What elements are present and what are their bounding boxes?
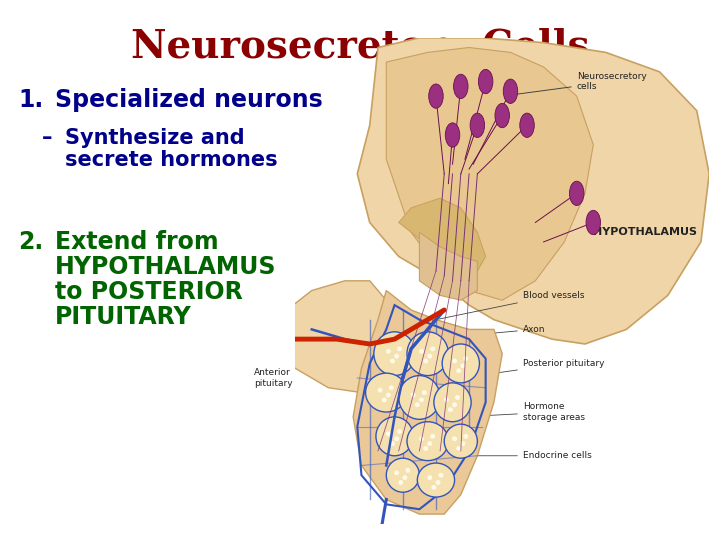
Ellipse shape [460, 363, 465, 368]
Ellipse shape [463, 434, 468, 438]
Ellipse shape [382, 397, 387, 402]
Ellipse shape [452, 436, 457, 441]
Ellipse shape [430, 347, 435, 352]
Text: Extend from: Extend from [55, 230, 219, 254]
Ellipse shape [399, 376, 440, 419]
Text: Neurosecretory Cells: Neurosecretory Cells [131, 28, 589, 66]
Ellipse shape [402, 475, 408, 480]
Polygon shape [262, 281, 395, 393]
Text: secrete hormones: secrete hormones [65, 150, 278, 170]
Ellipse shape [394, 436, 399, 441]
Ellipse shape [456, 368, 462, 373]
Text: Specialized neurons: Specialized neurons [55, 88, 323, 112]
Text: Anterior
pituitary: Anterior pituitary [253, 368, 292, 388]
Ellipse shape [586, 211, 600, 234]
Ellipse shape [436, 480, 441, 485]
Polygon shape [419, 232, 477, 300]
Ellipse shape [570, 181, 584, 205]
Text: PITUITARY: PITUITARY [55, 305, 192, 329]
Ellipse shape [430, 434, 435, 438]
Ellipse shape [445, 123, 460, 147]
Ellipse shape [495, 104, 510, 128]
Ellipse shape [452, 402, 457, 407]
Ellipse shape [456, 446, 462, 451]
Text: Hormone
storage areas: Hormone storage areas [464, 402, 585, 422]
Ellipse shape [460, 441, 465, 446]
Ellipse shape [366, 373, 407, 412]
Ellipse shape [377, 388, 382, 393]
Ellipse shape [394, 470, 399, 475]
Text: Synthesize and: Synthesize and [65, 128, 245, 148]
Ellipse shape [390, 359, 395, 363]
Ellipse shape [398, 480, 403, 485]
Ellipse shape [419, 349, 424, 354]
Ellipse shape [455, 395, 460, 400]
Ellipse shape [520, 113, 534, 137]
Ellipse shape [470, 113, 485, 137]
Ellipse shape [405, 468, 410, 473]
Ellipse shape [454, 74, 468, 98]
Ellipse shape [427, 475, 432, 480]
Ellipse shape [419, 436, 424, 441]
Ellipse shape [478, 69, 493, 93]
Ellipse shape [503, 79, 518, 103]
Ellipse shape [407, 332, 449, 376]
Text: Endocrine cells: Endocrine cells [464, 451, 592, 460]
Ellipse shape [428, 84, 444, 108]
Polygon shape [399, 198, 485, 271]
Ellipse shape [452, 359, 457, 363]
Ellipse shape [376, 417, 413, 456]
Ellipse shape [410, 393, 415, 397]
Text: Neurosecretory
cells: Neurosecretory cells [505, 72, 647, 96]
Ellipse shape [397, 429, 402, 434]
Polygon shape [353, 291, 502, 514]
Text: 2.: 2. [18, 230, 43, 254]
Ellipse shape [374, 332, 415, 376]
Ellipse shape [407, 422, 449, 461]
Ellipse shape [434, 383, 471, 422]
Ellipse shape [423, 359, 428, 363]
Polygon shape [386, 48, 593, 300]
Text: HYPOTHALAMUS: HYPOTHALAMUS [593, 227, 697, 237]
Ellipse shape [422, 390, 427, 395]
Ellipse shape [394, 354, 399, 359]
Text: Blood vessels: Blood vessels [438, 291, 585, 319]
Ellipse shape [442, 344, 480, 383]
Ellipse shape [397, 347, 402, 352]
Text: 1.: 1. [18, 88, 43, 112]
Ellipse shape [386, 458, 419, 492]
Text: to POSTERIOR: to POSTERIOR [55, 280, 243, 304]
Ellipse shape [423, 446, 428, 451]
Ellipse shape [386, 393, 391, 397]
Ellipse shape [444, 397, 449, 402]
Ellipse shape [386, 431, 391, 436]
Text: –: – [42, 128, 53, 148]
Text: Axon: Axon [431, 325, 546, 339]
Ellipse shape [427, 441, 432, 446]
Ellipse shape [448, 407, 453, 412]
Ellipse shape [427, 354, 432, 359]
Text: Posterior pituitary: Posterior pituitary [464, 359, 604, 377]
Ellipse shape [419, 397, 424, 402]
Ellipse shape [444, 424, 477, 458]
Ellipse shape [389, 386, 394, 390]
Ellipse shape [390, 441, 395, 446]
Ellipse shape [431, 485, 436, 490]
Ellipse shape [386, 349, 391, 354]
Ellipse shape [463, 356, 468, 361]
Ellipse shape [418, 463, 454, 497]
Text: HYPOTHALAMUS: HYPOTHALAMUS [55, 255, 276, 279]
Ellipse shape [438, 473, 444, 477]
Polygon shape [357, 38, 709, 344]
Ellipse shape [415, 402, 420, 407]
